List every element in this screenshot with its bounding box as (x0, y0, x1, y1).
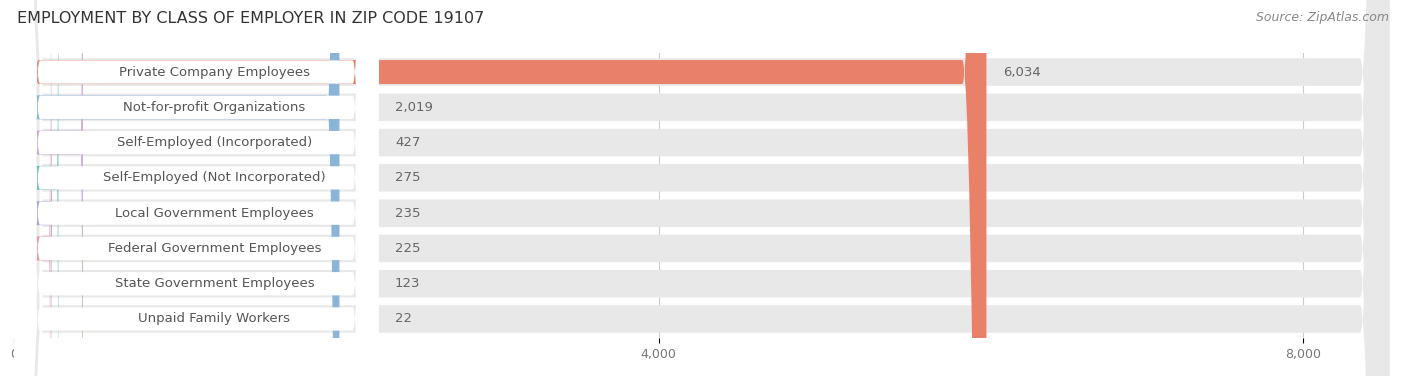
FancyBboxPatch shape (14, 0, 51, 376)
Text: 2,019: 2,019 (395, 101, 433, 114)
FancyBboxPatch shape (14, 0, 52, 376)
Text: Source: ZipAtlas.com: Source: ZipAtlas.com (1256, 11, 1389, 24)
FancyBboxPatch shape (14, 0, 1389, 376)
Text: Private Company Employees: Private Company Employees (120, 65, 309, 79)
Text: Self-Employed (Not Incorporated): Self-Employed (Not Incorporated) (103, 171, 326, 184)
FancyBboxPatch shape (14, 0, 378, 376)
Text: 427: 427 (395, 136, 420, 149)
FancyBboxPatch shape (14, 0, 1389, 376)
FancyBboxPatch shape (14, 0, 1389, 376)
Text: Federal Government Employees: Federal Government Employees (108, 242, 321, 255)
Text: 123: 123 (395, 277, 420, 290)
FancyBboxPatch shape (14, 122, 34, 376)
FancyBboxPatch shape (14, 0, 378, 376)
FancyBboxPatch shape (14, 0, 987, 376)
Text: 22: 22 (395, 312, 412, 326)
FancyBboxPatch shape (14, 0, 378, 376)
FancyBboxPatch shape (14, 0, 59, 376)
FancyBboxPatch shape (14, 0, 378, 376)
Text: 275: 275 (395, 171, 420, 184)
Text: 235: 235 (395, 207, 420, 220)
FancyBboxPatch shape (14, 0, 339, 376)
Text: Not-for-profit Organizations: Not-for-profit Organizations (124, 101, 305, 114)
FancyBboxPatch shape (14, 0, 1389, 376)
FancyBboxPatch shape (14, 0, 378, 376)
FancyBboxPatch shape (14, 0, 378, 376)
Text: Local Government Employees: Local Government Employees (115, 207, 314, 220)
FancyBboxPatch shape (14, 0, 1389, 376)
FancyBboxPatch shape (14, 0, 1389, 376)
FancyBboxPatch shape (14, 300, 18, 338)
Text: EMPLOYMENT BY CLASS OF EMPLOYER IN ZIP CODE 19107: EMPLOYMENT BY CLASS OF EMPLOYER IN ZIP C… (17, 11, 484, 26)
Text: Self-Employed (Incorporated): Self-Employed (Incorporated) (117, 136, 312, 149)
Text: Unpaid Family Workers: Unpaid Family Workers (138, 312, 291, 326)
FancyBboxPatch shape (14, 0, 1389, 376)
FancyBboxPatch shape (14, 0, 378, 376)
Text: 225: 225 (395, 242, 420, 255)
Text: 6,034: 6,034 (1002, 65, 1040, 79)
FancyBboxPatch shape (14, 0, 378, 376)
Text: State Government Employees: State Government Employees (115, 277, 315, 290)
FancyBboxPatch shape (14, 0, 1389, 376)
FancyBboxPatch shape (14, 0, 83, 376)
